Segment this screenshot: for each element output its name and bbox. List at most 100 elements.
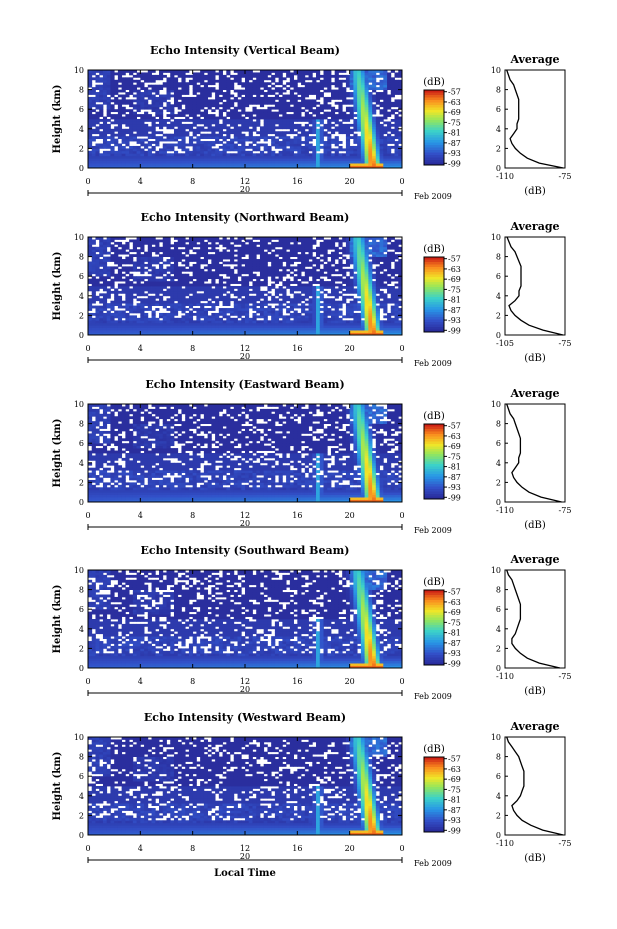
heatmap-cell (245, 79, 250, 83)
heatmap-cell (200, 268, 205, 272)
heatmap-cell (256, 298, 261, 302)
heatmap-cell (259, 153, 265, 157)
heatmap-cell (200, 276, 205, 280)
heatmap-cell (207, 317, 212, 321)
heatmap-cell (289, 244, 294, 248)
heatmap-cell (330, 320, 336, 324)
heatmap-cell (185, 286, 190, 289)
heatmap-cell (252, 298, 257, 302)
heatmap-cell (147, 239, 152, 243)
heatmap-cell (338, 128, 343, 132)
colorbar-tick-label: -99 (448, 159, 461, 168)
heatmap-cell (248, 163, 253, 166)
heatmap-cell (353, 141, 358, 144)
heatmap-cell (162, 239, 167, 243)
heatmap-cell (91, 72, 96, 76)
heatmap-cell (222, 298, 227, 302)
heatmap-cell (293, 244, 298, 248)
heatmap-cell (304, 254, 309, 257)
heatmap-cell (192, 111, 197, 115)
heatmap-cell (140, 263, 145, 267)
heatmap-cell (319, 94, 324, 98)
heatmap-cell (349, 101, 354, 105)
heatmap-cell (88, 263, 93, 267)
heatmap-cell (181, 310, 186, 314)
heatmap-cell (233, 327, 238, 331)
heatmap-cell (91, 332, 96, 336)
heatmap-cell (304, 276, 309, 280)
heatmap-cell (245, 160, 250, 164)
heatmap-cell (95, 330, 100, 333)
heatmap-cell (286, 237, 291, 240)
heatmap-cell (173, 155, 179, 159)
heatmap-cell (140, 300, 145, 304)
heatmap-cell (140, 305, 145, 309)
heatmap-cell (125, 101, 130, 105)
heatmap-cell (185, 111, 190, 115)
heatmap-cell (196, 317, 201, 321)
heatmap-cell (170, 303, 175, 306)
heatmap-cell (173, 121, 179, 125)
heatmap-cell (293, 239, 298, 243)
heatmap-cell (372, 126, 377, 130)
heatmap-cell (170, 290, 175, 294)
heatmap-cell (349, 84, 354, 88)
heatmap-cell (181, 119, 186, 122)
heatmap-cell (241, 317, 246, 321)
heatmap-cell (398, 148, 403, 152)
heatmap-cell (95, 163, 100, 166)
heatmap-cell (129, 305, 134, 309)
heatmap-cell (218, 160, 223, 164)
heatmap-cell (312, 327, 317, 331)
heatmap-cell (114, 116, 119, 120)
heatmap-cell (241, 119, 246, 122)
heatmap-cell (379, 128, 384, 132)
heatmap-cell (334, 293, 339, 297)
heatmap-cell (383, 74, 388, 78)
heatmap-cell (136, 308, 141, 311)
heatmap-cell (312, 84, 317, 88)
heatmap-cell (159, 295, 164, 299)
heatmap-cell (271, 74, 276, 78)
heatmap-cell (129, 256, 134, 260)
heatmap-cell (181, 74, 186, 78)
heatmap-cell (159, 322, 164, 326)
heatmap-cell (136, 114, 141, 117)
heatmap-cell (132, 99, 137, 103)
heatmap-cell (334, 312, 339, 316)
heatmap-cell (316, 293, 321, 297)
heatmap-cell (166, 290, 171, 294)
heatmap-cell (338, 241, 343, 245)
heatmap-cell (173, 131, 179, 135)
heatmap-cell (91, 317, 96, 321)
heatmap-cell (125, 128, 130, 132)
heatmap-cell (274, 82, 280, 86)
heatmap-cell (271, 298, 276, 302)
heatmap-cell (274, 133, 280, 137)
heatmap-cell (159, 114, 164, 117)
heatmap-cell (147, 320, 152, 324)
heatmap-cell (159, 249, 164, 253)
heatmap-cell (196, 310, 201, 314)
heatmap-cell (308, 145, 313, 149)
heatmap-cell (308, 77, 313, 81)
heatmap-cell (144, 165, 149, 169)
heatmap-cell (233, 278, 238, 282)
heatmap-cell (245, 263, 250, 267)
heatmap-cell (166, 283, 171, 287)
heatmap-cell (211, 263, 216, 267)
heatmap-cell (106, 244, 111, 248)
heatmap-cell (88, 158, 93, 162)
heatmap-cell (237, 114, 242, 117)
heatmap-cell (304, 273, 309, 277)
heatmap-cell (252, 121, 257, 125)
heatmap-cell (334, 158, 339, 162)
heatmap-cell (200, 92, 205, 95)
heatmap-cell (177, 276, 182, 280)
heatmap-cell (136, 165, 141, 169)
heatmap-cell (252, 295, 257, 299)
heatmap-cell (282, 266, 287, 270)
heatmap-cell (144, 101, 149, 105)
heatmap-cell (222, 150, 227, 154)
